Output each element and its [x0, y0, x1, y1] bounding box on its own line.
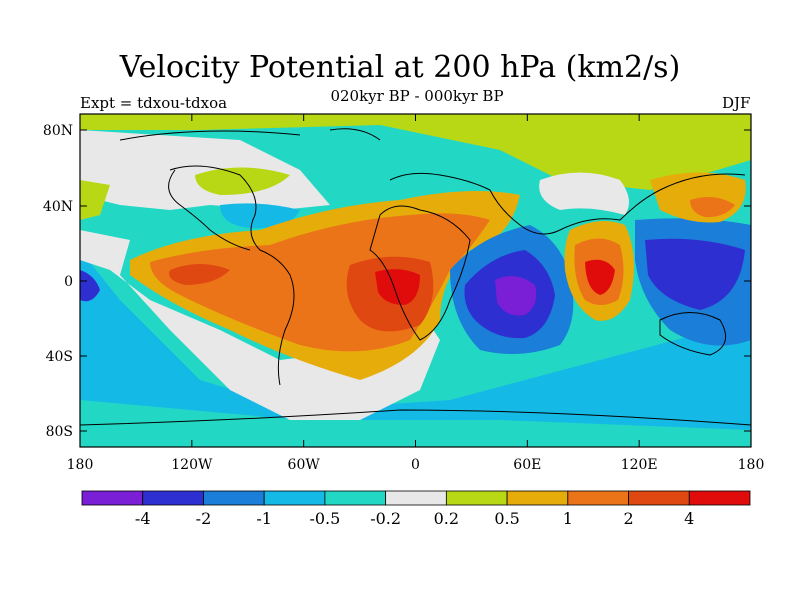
y-tick-label: 40N: [43, 199, 73, 215]
colorbar-swatch: [203, 490, 265, 506]
x-tick-label: 180: [738, 457, 765, 473]
y-tick-label: 40S: [46, 349, 73, 365]
colorbar-label: 0.5: [494, 509, 519, 528]
colorbar: -4 -2 -1 -0.5 -0.2 0.2 0.5 1 2 4: [81, 490, 751, 528]
colorbar-swatch: [81, 490, 144, 506]
colorbar-swatch: [142, 490, 204, 506]
colorbar-swatch: [628, 490, 690, 506]
colorbar-label: 1: [563, 509, 573, 528]
colorbar-swatch: [263, 490, 326, 506]
colorbar-label: 0.2: [434, 509, 459, 528]
colorbar-label: -1: [256, 509, 272, 528]
season-label: DJF: [722, 94, 751, 112]
x-tick-label: 60W: [288, 457, 321, 473]
experiment-label: Expt = tdxou-tdxoa: [80, 94, 228, 112]
colorbar-label: -2: [196, 509, 212, 528]
colorbar-swatch: [385, 490, 447, 506]
colorbar-swatch: [324, 490, 387, 506]
colorbar-label: -4: [135, 509, 151, 528]
x-tick-label: 120W: [171, 457, 213, 473]
colorbar-label: 4: [684, 509, 694, 528]
x-tick-label: 0: [411, 457, 420, 473]
x-tick-label: 180: [67, 457, 94, 473]
y-tick-label: 80S: [46, 424, 73, 440]
x-tick-label: 60E: [513, 457, 541, 473]
colorbar-label: -0.2: [370, 509, 401, 528]
colorbar-swatch: [506, 490, 569, 506]
colorbar-label: 2: [623, 509, 633, 528]
y-tick-label: 80N: [43, 123, 73, 139]
y-axis: 80N 40N 0 40S 80S: [43, 123, 751, 440]
y-tick-label: 0: [64, 274, 73, 290]
x-axis: 180 120W 60W 0 60E 120E 180: [67, 114, 765, 473]
colorbar-swatch: [688, 490, 751, 506]
contour-field: [80, 114, 751, 447]
colorbar-swatch: [567, 490, 629, 506]
map-title: Velocity Potential at 200 hPa (km2/s): [119, 50, 681, 85]
colorbar-swatch: [445, 490, 508, 506]
map-subtitle: 020kyr BP - 000kyr BP: [330, 87, 504, 105]
colorbar-label: -0.5: [309, 509, 340, 528]
x-tick-label: 120E: [621, 457, 658, 473]
coastlines: [80, 128, 751, 426]
